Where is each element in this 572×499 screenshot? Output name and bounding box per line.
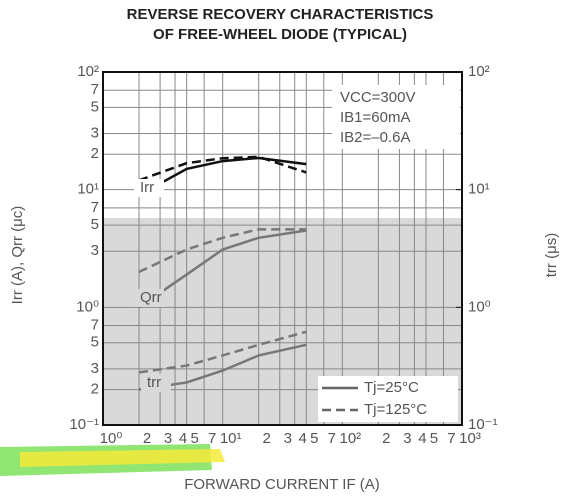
y-axis-label: Irr (A), Qrr (μc) <box>9 206 26 305</box>
x-tick-label: 10⁰ <box>100 430 123 447</box>
curve <box>138 155 307 182</box>
x-tick-label: 7 <box>208 430 216 447</box>
decor <box>20 449 225 467</box>
x-tick-label: 3 <box>284 430 292 447</box>
x-tick-label: 2 <box>382 430 390 447</box>
curve <box>138 229 307 309</box>
condition: VCC=300V <box>340 89 415 106</box>
x-tick-label: 2 <box>143 430 151 447</box>
label-bg <box>141 374 171 392</box>
y-tick-label: 3 <box>91 124 99 141</box>
x-tick-label: 4 <box>179 430 187 447</box>
legend-label: Tj=25°C <box>364 379 419 396</box>
y-tick-label: 3 <box>91 242 99 259</box>
legend-label: Tj=125°C <box>364 401 427 418</box>
y-tick-label: 7 <box>91 199 99 216</box>
curve-label: Irr <box>140 179 154 196</box>
chart-title: REVERSE RECOVERY CHARACTERISTICS <box>127 6 434 23</box>
y-tick-label: 7 <box>91 81 99 98</box>
x-tick-label: 2 <box>263 430 271 447</box>
x-tick-label: 3 <box>164 430 172 447</box>
x-tick-label: 10² <box>339 430 361 447</box>
curve <box>138 156 307 197</box>
x-tick-label: 10¹ <box>220 430 242 447</box>
y-tick-label: 5 <box>91 216 99 233</box>
x-tick-label: 5 <box>190 430 198 447</box>
x-tick-label: 4 <box>418 430 426 447</box>
curve-label: Qrr <box>140 289 162 306</box>
y-tick-label: 10⁰ <box>76 298 99 315</box>
curve-label: trr <box>147 374 161 391</box>
curve <box>138 228 307 274</box>
y-tick-label: 5 <box>91 334 99 351</box>
y-tick-label: 10² <box>77 63 99 80</box>
condition: IB1=60mA <box>340 109 410 126</box>
y-tick-label: 2 <box>91 145 99 162</box>
curve <box>138 330 307 374</box>
x-tick-label: 7 <box>447 430 455 447</box>
chart-title: OF FREE-WHEEL DIODE (TYPICAL) <box>153 26 407 43</box>
condition: IB2=–0.6A <box>340 129 410 146</box>
y2-tick-label: 10⁻¹ <box>468 416 498 433</box>
x-tick-label: 5 <box>430 430 438 447</box>
legend-bg <box>318 376 458 422</box>
y2-tick-label: 10² <box>468 63 490 80</box>
x-axis-label: FORWARD CURRENT IF (A) <box>184 476 380 493</box>
label-bg <box>134 289 164 307</box>
y-tick-label: 2 <box>91 381 99 398</box>
x-tick-label: 10³ <box>459 430 481 447</box>
y2-axis-label: trr (μs) <box>543 233 560 277</box>
y2-tick-label: 10⁰ <box>468 298 491 315</box>
y-tick-label: 3 <box>91 360 99 377</box>
y-tick-label: 10⁻¹ <box>69 416 99 433</box>
y-tick-label: 7 <box>91 317 99 334</box>
y2-tick-label: 10¹ <box>468 181 490 198</box>
conditions-bg <box>332 85 460 149</box>
x-tick-label: 7 <box>328 430 336 447</box>
x-tick-label: 4 <box>299 430 307 447</box>
label-bg <box>134 179 164 197</box>
plot-frame <box>102 71 463 426</box>
x-tick-label: 3 <box>403 430 411 447</box>
y-tick-label: 5 <box>91 98 99 115</box>
y-tick-label: 10¹ <box>77 181 99 198</box>
x-tick-label: 5 <box>310 430 318 447</box>
